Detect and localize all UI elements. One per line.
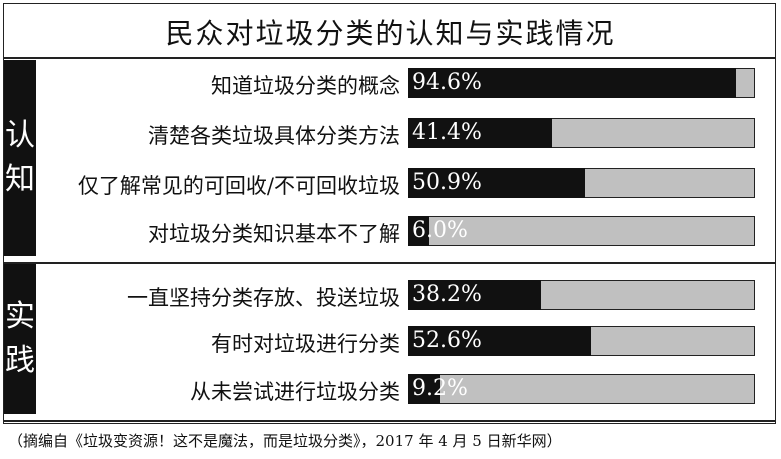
group-label-char: 践 bbox=[5, 343, 35, 378]
bar-fill bbox=[408, 326, 591, 356]
group-label-char: 知 bbox=[5, 162, 35, 197]
section-divider bbox=[3, 262, 776, 264]
category-label: 知道垃圾分类的概念 bbox=[211, 74, 400, 98]
bar-track bbox=[408, 216, 755, 246]
bar-fill bbox=[408, 68, 736, 98]
section-divider bbox=[3, 420, 776, 422]
bar-fill bbox=[408, 280, 541, 310]
chart-title: 民众对垃圾分类的认知与实践情况 bbox=[165, 17, 616, 50]
group-label-awareness: 认知 bbox=[4, 60, 36, 256]
category-label: 从未尝试进行垃圾分类 bbox=[190, 380, 400, 404]
bar-value-label: 94.6% bbox=[412, 70, 482, 95]
bar-value-label: 6.0% bbox=[412, 218, 468, 243]
category-label: 清楚各类垃圾具体分类方法 bbox=[148, 124, 400, 148]
source-caption: （摘编自《垃圾变资源！这不是魔法，而是垃圾分类》，2017 年 4 月 5 日新… bbox=[8, 432, 562, 450]
group-label-practice: 实践 bbox=[4, 264, 36, 414]
category-label: 对垃圾分类知识基本不了解 bbox=[148, 222, 400, 246]
bar-value-label: 9.2% bbox=[412, 376, 468, 401]
bar-value-label: 50.9% bbox=[412, 170, 482, 195]
bar-value-label: 52.6% bbox=[412, 328, 482, 353]
bar-fill bbox=[408, 374, 440, 404]
category-label: 一直坚持分类存放、投送垃圾 bbox=[127, 286, 400, 310]
section-divider bbox=[3, 57, 776, 59]
bar-fill bbox=[408, 118, 552, 148]
bar-fill bbox=[408, 168, 585, 198]
bar-value-label: 41.4% bbox=[412, 120, 482, 145]
group-label-char: 实 bbox=[5, 299, 35, 334]
bar-fill bbox=[408, 216, 429, 246]
bar-track bbox=[408, 374, 755, 404]
chart-frame: 民众对垃圾分类的认知与实践情况 bbox=[3, 3, 776, 424]
category-label: 仅了解常见的可回收/不可回收垃圾 bbox=[77, 174, 400, 198]
group-label-char: 认 bbox=[5, 118, 35, 153]
bar-value-label: 38.2% bbox=[412, 282, 482, 307]
category-label: 有时对垃圾进行分类 bbox=[211, 332, 400, 356]
